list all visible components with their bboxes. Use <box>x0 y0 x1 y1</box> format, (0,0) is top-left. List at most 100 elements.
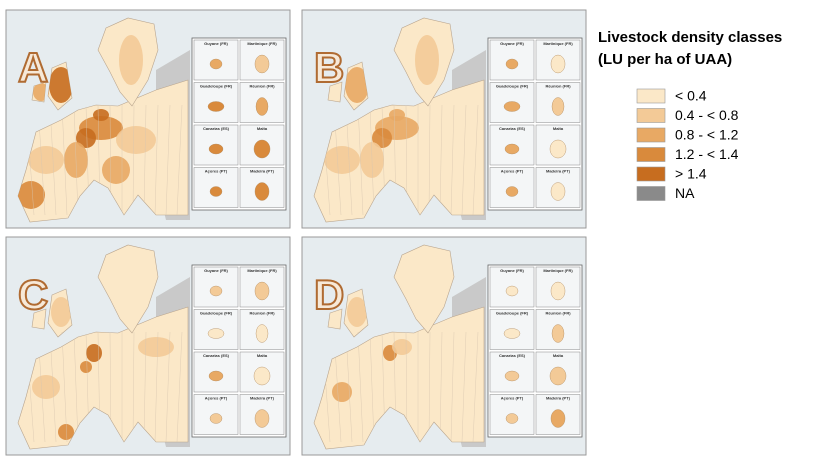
inset-label: Canarias (ES) <box>203 353 230 358</box>
panel-letter: C <box>18 271 48 318</box>
inset-region <box>550 409 566 428</box>
legend-swatch <box>636 127 666 143</box>
legend-swatch <box>636 147 666 162</box>
border <box>450 104 455 216</box>
panel-letter: D <box>314 271 344 318</box>
region <box>332 382 352 402</box>
border <box>428 104 431 216</box>
inset-region <box>505 285 519 297</box>
legend-label: 1.2 - < 1.4 <box>675 146 739 162</box>
border <box>61 104 68 216</box>
border <box>450 331 455 443</box>
inset-label: Martinique (FR) <box>247 41 277 46</box>
land <box>327 308 343 330</box>
inset-label: Madeira (PT) <box>250 396 275 401</box>
legend-label: 0.8 - < 1.2 <box>675 127 739 143</box>
border <box>154 331 159 443</box>
inset-label: Malta <box>553 126 564 131</box>
legend-label: < 0.4 <box>675 88 707 104</box>
land <box>313 79 485 223</box>
legend-swatch <box>636 166 666 182</box>
border <box>472 331 479 443</box>
panel-letter: B <box>314 44 344 91</box>
legend-swatch <box>636 186 666 201</box>
border <box>439 104 443 216</box>
inset-label: Martinique (FR) <box>247 268 277 273</box>
region <box>51 297 71 327</box>
border <box>132 104 135 216</box>
inset-region <box>209 58 223 70</box>
border <box>165 104 171 216</box>
legend-label: > 1.4 <box>675 166 707 182</box>
border <box>176 104 183 216</box>
border <box>132 331 135 443</box>
inset-region <box>549 139 567 159</box>
region <box>18 181 45 209</box>
border <box>428 331 431 443</box>
land <box>97 244 159 334</box>
legend-label: NA <box>675 185 695 201</box>
map-panel: A Guyane (FR) Martinique (FR) Guadeloupe (F… <box>5 9 291 229</box>
inset-region <box>505 58 519 70</box>
region <box>28 146 64 174</box>
inset-label: Canarias (ES) <box>499 353 526 358</box>
inset-region <box>209 413 223 424</box>
region <box>58 424 74 440</box>
border <box>461 331 467 443</box>
inset-label: Réunion (FR) <box>249 84 275 89</box>
region <box>119 35 143 85</box>
border <box>61 331 68 443</box>
region <box>347 297 367 327</box>
land <box>393 244 455 334</box>
inset-region <box>254 54 270 74</box>
inset-label: Guadeloupe (FR) <box>200 311 233 316</box>
border <box>461 104 467 216</box>
region <box>80 361 92 373</box>
inset-label: Malta <box>257 126 268 131</box>
legend-swatch <box>636 88 666 104</box>
inset-region <box>551 97 565 116</box>
inset-region <box>505 186 519 197</box>
inset-label: Guadeloupe (FR) <box>496 311 529 316</box>
region <box>93 109 109 121</box>
inset-label: Açores (PT) <box>501 396 524 401</box>
inset-label: Guyane (FR) <box>204 268 228 273</box>
inset-region <box>254 182 270 201</box>
region <box>116 126 156 154</box>
border <box>357 331 364 443</box>
border <box>472 104 479 216</box>
inset-region <box>550 54 566 74</box>
inset-region <box>254 409 270 428</box>
region <box>372 128 392 148</box>
inset-region <box>550 281 566 301</box>
land <box>17 79 189 223</box>
region <box>415 35 439 85</box>
inset-label: Guadeloupe (FR) <box>496 84 529 89</box>
border <box>154 104 159 216</box>
border <box>143 104 147 216</box>
region <box>324 146 360 174</box>
border <box>369 104 375 216</box>
legend-swatch <box>636 108 666 123</box>
legend-title: Livestock density classes <box>598 29 782 46</box>
inset-label: Açores (PT) <box>501 169 524 174</box>
inset-label: Açores (PT) <box>205 169 228 174</box>
inset-label: Madeira (PT) <box>546 396 571 401</box>
inset-region <box>207 328 225 339</box>
border <box>73 331 79 443</box>
inset-label: Malta <box>553 353 564 358</box>
inset-region <box>253 139 271 159</box>
inset-label: Açores (PT) <box>205 396 228 401</box>
land <box>313 306 485 450</box>
region <box>345 67 369 103</box>
inset-label: Martinique (FR) <box>543 41 573 46</box>
inset-region <box>503 101 521 112</box>
land <box>31 308 47 330</box>
border <box>143 331 147 443</box>
inset-label: Madeira (PT) <box>546 169 571 174</box>
inset-region <box>254 281 270 301</box>
region <box>389 109 405 121</box>
inset-region <box>551 324 565 343</box>
border <box>73 104 79 216</box>
land <box>327 81 343 103</box>
